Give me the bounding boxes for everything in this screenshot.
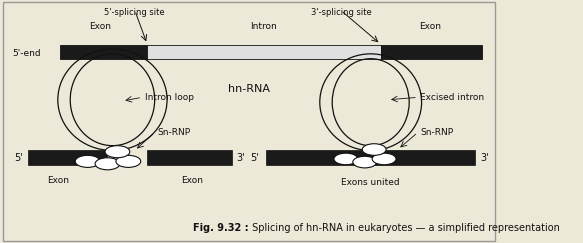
Text: 5': 5' [15,153,23,163]
Circle shape [105,146,130,158]
FancyBboxPatch shape [381,45,483,59]
Text: Intron: Intron [251,22,278,31]
Text: Exon: Exon [47,176,69,185]
Text: Splicing of hn-RNA in eukaryotes — a simplified representation: Splicing of hn-RNA in eukaryotes — a sim… [249,223,560,233]
Circle shape [362,144,386,155]
Text: Intron loop: Intron loop [145,93,194,102]
FancyBboxPatch shape [60,45,147,59]
Text: 3': 3' [237,153,245,163]
Text: hn-RNA: hn-RNA [228,84,270,94]
Text: Sn-RNP: Sn-RNP [157,128,190,137]
Text: 3'-splicing site: 3'-splicing site [311,8,371,17]
Text: Sn-RNP: Sn-RNP [420,128,454,137]
FancyBboxPatch shape [266,150,475,165]
Text: 5': 5' [250,153,259,163]
Text: Exon: Exon [181,176,203,185]
Circle shape [353,156,377,168]
Circle shape [334,153,358,165]
Circle shape [372,153,396,165]
Text: 5'-splicing site: 5'-splicing site [104,8,165,17]
Circle shape [75,155,100,167]
FancyBboxPatch shape [147,45,381,59]
FancyBboxPatch shape [147,150,231,165]
Circle shape [95,158,120,170]
Text: Fig. 9.32 :: Fig. 9.32 : [194,223,249,233]
Text: 5'-end: 5'-end [12,49,40,58]
Text: Excised intron: Excised intron [420,93,484,102]
Circle shape [116,155,141,167]
Text: Fig. 9.32 : Splicing of hn-RNA in eukaryotes — a simplified representation: Fig. 9.32 : Splicing of hn-RNA in eukary… [70,223,429,233]
Text: Exon: Exon [89,22,111,31]
FancyBboxPatch shape [28,150,107,165]
Text: Exons united: Exons united [342,178,400,187]
Text: Exon: Exon [419,22,441,31]
Text: 3': 3' [480,153,489,163]
